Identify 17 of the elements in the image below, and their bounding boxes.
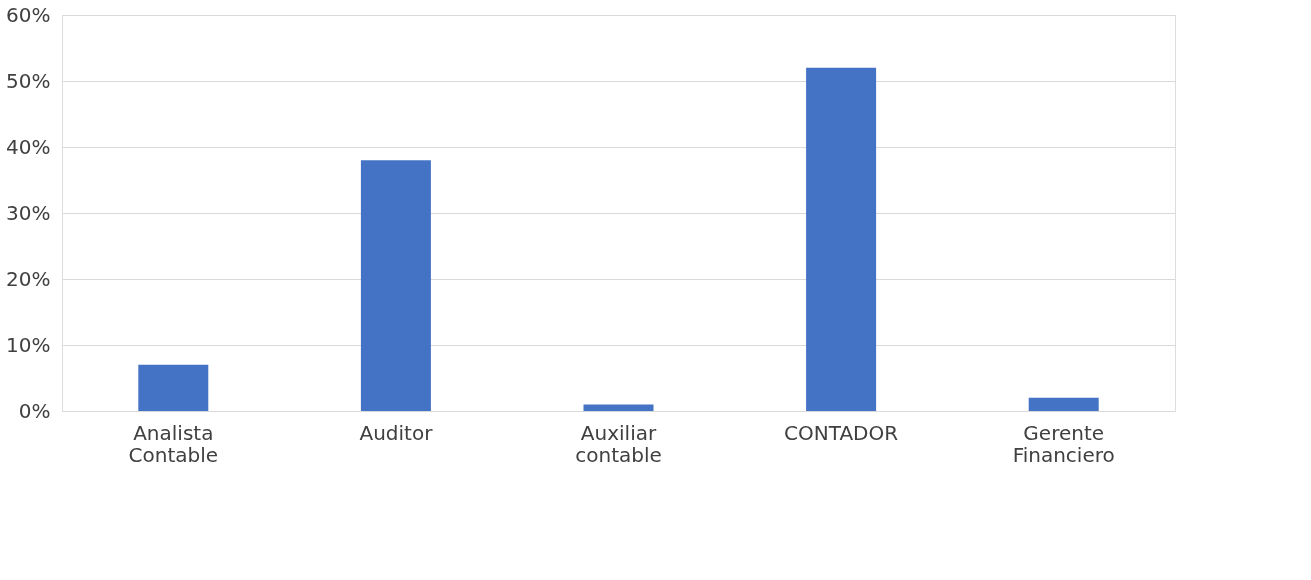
y-tick-label: 20% (6, 266, 51, 291)
bar (360, 160, 431, 411)
y-tick-label: 40% (6, 134, 51, 159)
y-tick-label: 30% (6, 200, 51, 225)
y-tick-label: 0% (18, 398, 51, 423)
bar (138, 364, 209, 411)
y-tick-label: 10% (6, 332, 51, 357)
y-tick-label: 60% (6, 2, 51, 27)
x-tick-label: Gerente Financiero (1012, 420, 1115, 467)
bar (583, 404, 654, 411)
x-tick-label: Auditor (359, 420, 434, 445)
bar (1028, 397, 1099, 411)
bar (806, 67, 877, 411)
x-tick-label: Analista Contable (128, 420, 219, 467)
x-tick-label: CONTADOR (784, 420, 899, 445)
x-tick-label: Auxiliar contable (575, 420, 662, 467)
y-tick-label: 50% (6, 68, 51, 93)
